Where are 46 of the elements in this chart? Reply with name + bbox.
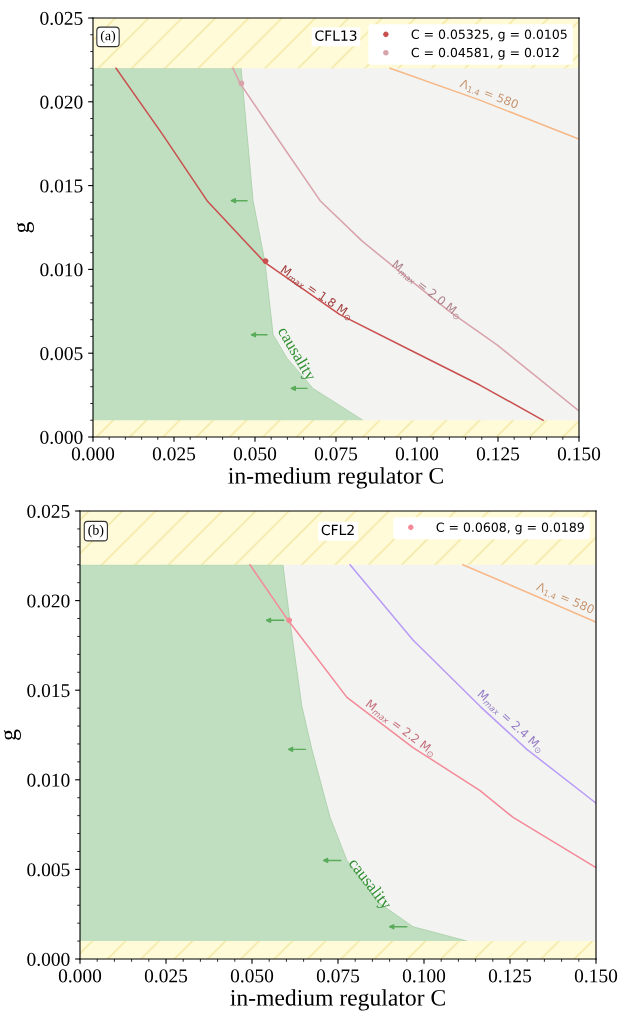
annotation: M$_{max}$ = 2.4 M$_{⊙}$	[476, 689, 546, 755]
x-tick-label: 0.025	[144, 969, 188, 983]
y-tick-label: 0.015	[40, 179, 83, 193]
y-axis-title: g	[16, 222, 34, 233]
x-tick-label: 0.000	[71, 447, 115, 461]
x-axis-title: in-medium regulator C	[228, 467, 443, 489]
y-tick-label: 0.000	[27, 952, 70, 967]
x-tick-label: 0.000	[58, 969, 102, 983]
y-tick-label: 0.020	[40, 95, 83, 109]
x-axis-title: in-medium regulator C	[230, 989, 445, 1011]
x-tick-label: 0.100	[402, 969, 446, 983]
x-tick-label: 0.075	[314, 447, 358, 461]
y-tick-label: 0.010	[27, 773, 70, 787]
annotation: M$_{max}$ = 2.0 M$_{⊙}$	[390, 259, 464, 321]
y-tick-label: 0.015	[27, 684, 70, 698]
y-tick-label: 0.005	[40, 347, 83, 361]
line-series	[349, 563, 596, 804]
legend-label: C = 0.04581, g = 0.012	[411, 47, 559, 60]
annotation: M$_{max}$ = 1.8 M$_{⊙}$	[279, 264, 355, 322]
y-tick-label: 0.020	[27, 594, 70, 608]
y-axis-title: g	[3, 729, 21, 740]
x-tick-label: 0.125	[476, 447, 520, 461]
y-tick-label: 0.025	[40, 11, 83, 26]
line-series	[115, 67, 544, 422]
annotation: Λ$_{1.4}$ = 580	[535, 581, 595, 616]
y-tick-label: 0.025	[27, 504, 70, 519]
x-tick-label: 0.150	[574, 969, 618, 983]
legend-label: C = 0.0608, g = 0.0189	[436, 522, 584, 535]
y-tick-label: 0.000	[40, 430, 83, 445]
annotation: (b)	[88, 524, 104, 538]
x-tick-label: 0.125	[488, 969, 532, 983]
x-tick-label: 0.025	[152, 447, 196, 461]
x-tick-label: 0.050	[233, 447, 277, 461]
x-tick-label: 0.050	[230, 969, 274, 983]
annotation: (a)	[100, 30, 116, 44]
annotation: Λ$_{1.4}$ = 580	[458, 78, 520, 111]
line-series	[232, 67, 579, 411]
legend-label: C = 0.05325, g = 0.0105	[411, 29, 567, 42]
x-tick-label: 0.075	[316, 969, 360, 983]
text: CFL2	[321, 524, 354, 536]
y-tick-label: 0.010	[40, 263, 83, 277]
x-tick-label: 0.100	[395, 447, 439, 461]
annotation: M$_{max}$ = 2.2 M$_{⊙}$	[364, 699, 438, 758]
y-tick-label: 0.005	[27, 863, 70, 877]
x-tick-label: 0.150	[557, 447, 601, 461]
text: CFL13	[315, 30, 357, 41]
